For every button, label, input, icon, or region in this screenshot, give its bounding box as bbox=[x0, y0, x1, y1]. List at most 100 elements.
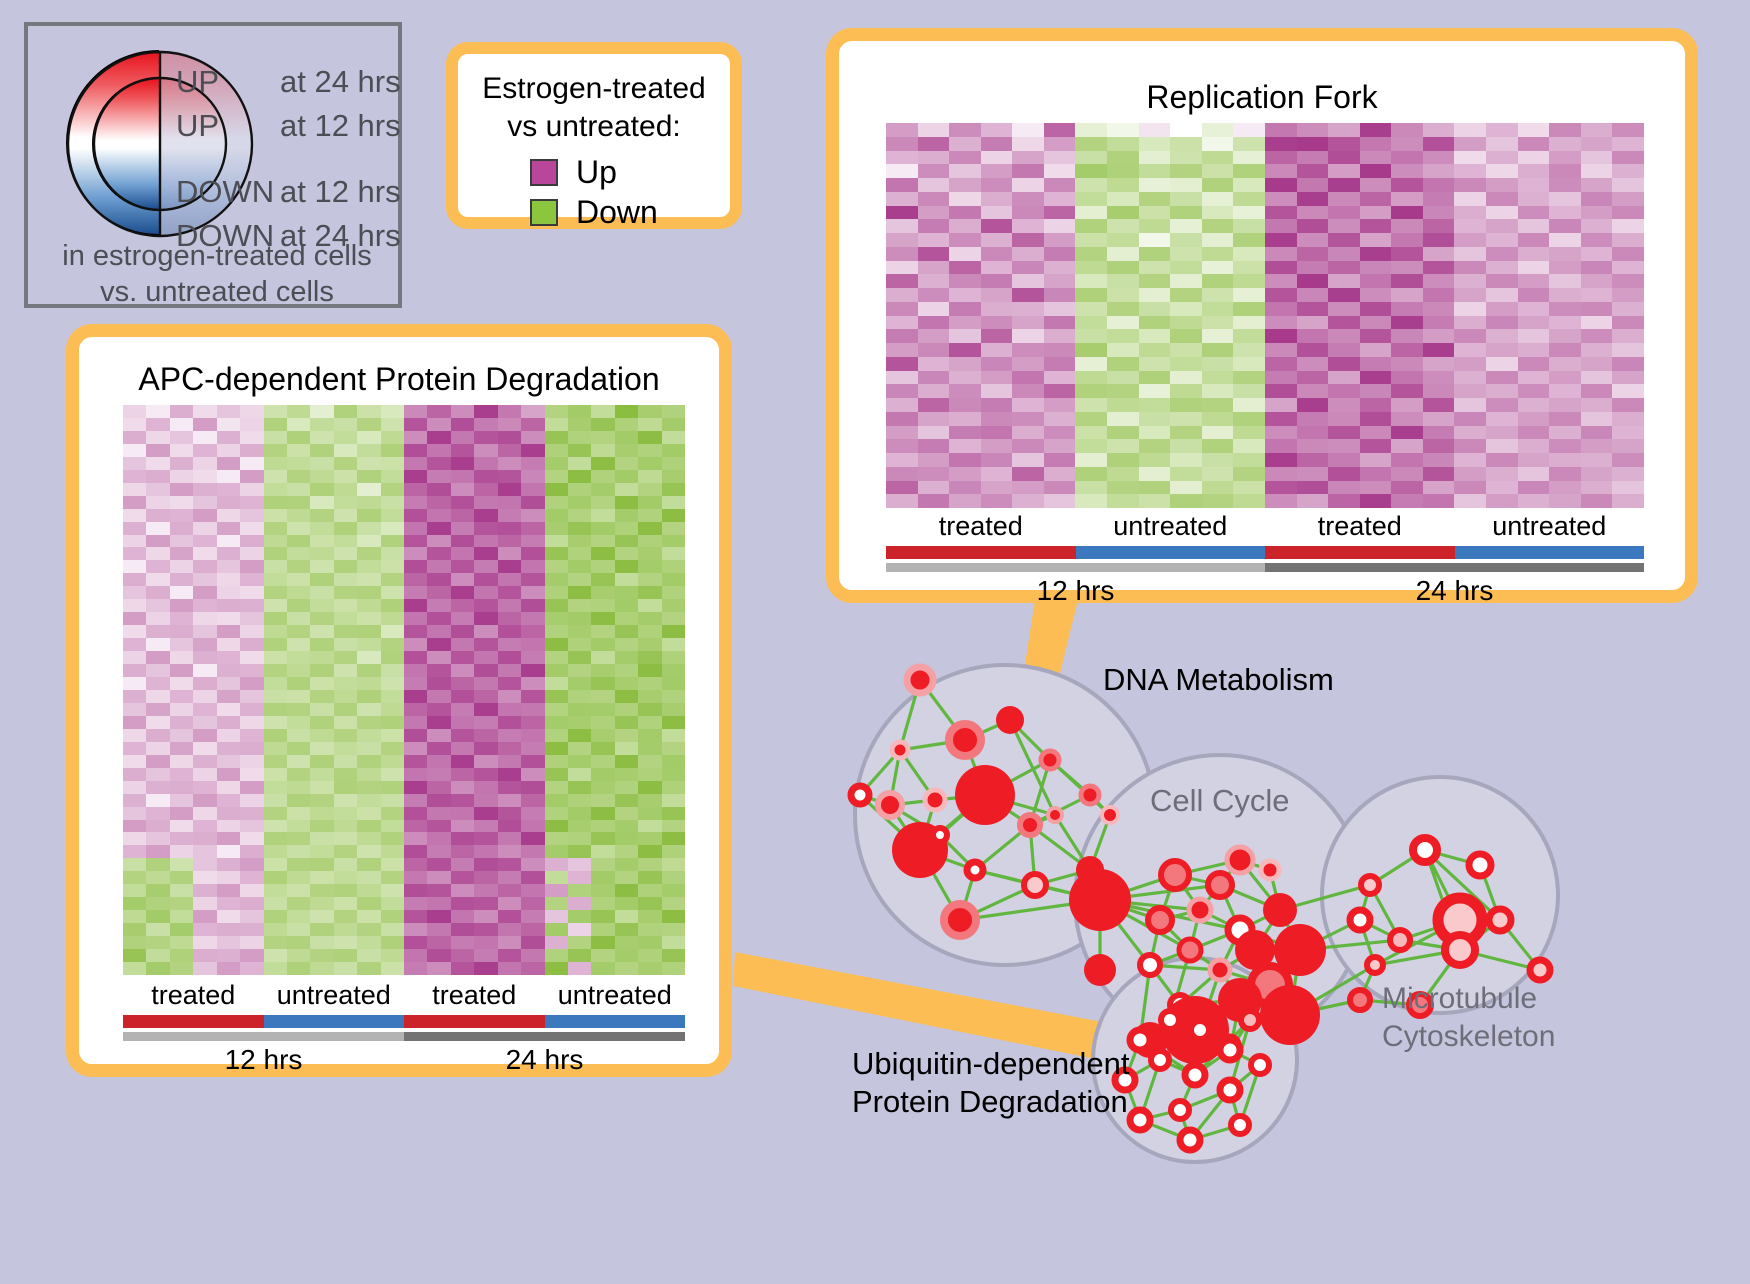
heatmap-cell bbox=[591, 405, 615, 418]
heatmap-cell bbox=[123, 469, 147, 483]
heatmap-cell bbox=[286, 702, 311, 716]
heatmap-cell bbox=[980, 398, 1013, 412]
node bbox=[1168, 1098, 1192, 1122]
heatmap-cell bbox=[1233, 329, 1265, 343]
heatmap-cell bbox=[286, 586, 311, 600]
heatmap-cell bbox=[263, 534, 287, 548]
heatmap-cell bbox=[638, 612, 662, 626]
heatmap-cell bbox=[1328, 219, 1360, 233]
heatmap-cell bbox=[1043, 343, 1076, 357]
heatmap-cell bbox=[521, 871, 545, 885]
heatmap-cell bbox=[917, 233, 950, 247]
heatmap-cell bbox=[1233, 150, 1265, 165]
heatmap-cell bbox=[474, 417, 498, 431]
heatmap-cell bbox=[1233, 178, 1265, 192]
heatmap-cell bbox=[661, 949, 686, 962]
heatmap-cell bbox=[1264, 329, 1297, 343]
heatmap-row bbox=[123, 521, 686, 535]
heatmap-cell bbox=[1454, 164, 1486, 178]
heatmap-cell bbox=[1485, 274, 1518, 288]
down-color-swatch bbox=[530, 199, 558, 226]
heatmap-cell bbox=[286, 573, 311, 587]
heatmap-cell bbox=[193, 417, 217, 431]
heatmap-cell bbox=[1201, 260, 1234, 275]
heatmap-cell bbox=[1549, 301, 1581, 316]
heatmap-cell bbox=[427, 949, 451, 962]
heatmap-cell bbox=[1549, 191, 1581, 206]
heatmap-row bbox=[123, 754, 686, 768]
heatmap-cell bbox=[917, 123, 950, 137]
heatmap-cell bbox=[1170, 439, 1202, 453]
heatmap-cell bbox=[380, 910, 405, 924]
heatmap-cell bbox=[146, 651, 170, 665]
heatmap-cell bbox=[1549, 343, 1581, 357]
heatmap-cell bbox=[1549, 398, 1581, 412]
heatmap-cell bbox=[1454, 370, 1486, 385]
heatmap-cell bbox=[1328, 411, 1360, 426]
heatmap-cell bbox=[1422, 466, 1455, 481]
heatmap-cell bbox=[240, 664, 264, 678]
heatmap-cell bbox=[949, 136, 981, 151]
sample-color-bar bbox=[404, 1015, 545, 1028]
heatmap-cell bbox=[1170, 164, 1202, 178]
heatmap-cell bbox=[169, 430, 194, 444]
heatmap-cell bbox=[614, 586, 639, 600]
heatmap-cell bbox=[333, 586, 358, 600]
heatmap-cell bbox=[286, 599, 311, 613]
heatmap-cell bbox=[1170, 233, 1202, 247]
heatmap-cell bbox=[357, 405, 381, 418]
heatmap-cell bbox=[1170, 260, 1202, 275]
heatmap-cell bbox=[521, 793, 545, 807]
heatmap-cell bbox=[404, 780, 428, 794]
heatmap-cell bbox=[240, 806, 264, 820]
heatmap-cell bbox=[380, 495, 405, 509]
heatmap-cell bbox=[497, 573, 522, 587]
heatmap-cell bbox=[404, 638, 428, 652]
heatmap-cell bbox=[1422, 315, 1455, 330]
heatmap-cell bbox=[1138, 480, 1171, 495]
heatmap-cell bbox=[450, 560, 475, 574]
heatmap-cell bbox=[614, 806, 639, 820]
heatmap-cell bbox=[497, 651, 522, 665]
heatmap-cell bbox=[1454, 233, 1486, 247]
legend-footnote-line2: vs. untreated cells bbox=[100, 276, 334, 309]
heatmap-cell bbox=[333, 806, 358, 820]
heatmap-cell bbox=[474, 819, 498, 833]
heatmap-cell bbox=[240, 430, 264, 444]
heatmap-cell bbox=[661, 560, 686, 574]
heatmap-cell bbox=[1517, 494, 1550, 508]
heatmap-cell bbox=[1233, 384, 1265, 398]
heatmap-cell bbox=[123, 599, 147, 613]
node bbox=[1126, 1106, 1154, 1134]
heatmap-cell bbox=[591, 741, 615, 755]
heatmap-cell bbox=[123, 586, 147, 600]
heatmap-cell bbox=[544, 780, 569, 794]
sample-color-bar bbox=[263, 1015, 404, 1028]
heatmap-cell bbox=[1043, 425, 1076, 440]
heatmap-cell bbox=[169, 456, 194, 470]
heatmap-cell bbox=[1549, 315, 1581, 330]
heatmap-row bbox=[886, 150, 1644, 165]
heatmap-cell bbox=[404, 689, 428, 703]
heatmap-cell bbox=[450, 677, 475, 690]
heatmap-cell bbox=[1264, 480, 1297, 495]
heatmap-cell bbox=[380, 443, 405, 457]
heatmap-cell bbox=[638, 443, 662, 457]
heatmap-cell bbox=[917, 398, 950, 412]
heatmap-cell bbox=[1201, 288, 1234, 302]
heatmap-cell bbox=[1359, 370, 1392, 385]
heatmap-cell bbox=[1043, 480, 1076, 495]
heatmap-cell bbox=[357, 936, 381, 950]
heatmap-cell bbox=[169, 547, 194, 561]
heatmap-cell bbox=[1612, 246, 1644, 261]
heatmap-cell bbox=[1580, 480, 1613, 495]
heatmap-cell bbox=[286, 547, 311, 561]
heatmap-cell bbox=[1138, 411, 1171, 426]
heatmap-cell bbox=[1359, 136, 1392, 151]
heatmap-cell bbox=[357, 664, 381, 678]
heatmap-cell bbox=[123, 961, 147, 975]
legend-row-down-24: DOWN at 24 hrs bbox=[176, 220, 404, 251]
heatmap-cell bbox=[286, 405, 311, 418]
heatmap-cell bbox=[404, 612, 428, 626]
legend-direction-3: DOWN bbox=[176, 218, 275, 253]
